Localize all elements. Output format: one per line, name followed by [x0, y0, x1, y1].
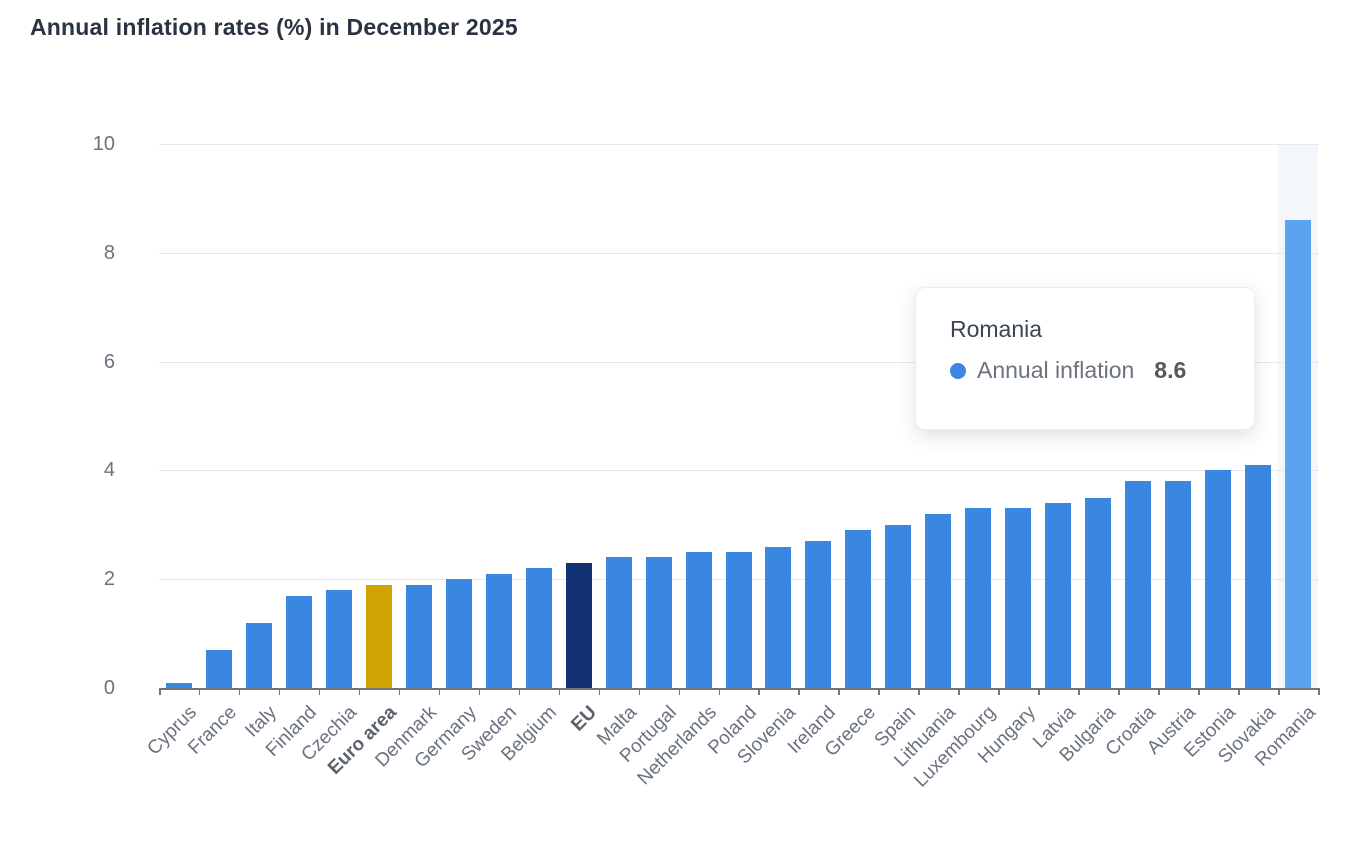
- chart-title: Annual inflation rates (%) in December 2…: [30, 14, 518, 40]
- y-axis-label-0: 0: [103, 677, 115, 699]
- x-axis-tick: [718, 688, 721, 695]
- y-axis-label-2: 2: [103, 568, 115, 591]
- x-axis-tick: [198, 688, 201, 695]
- gridline-y-8: [159, 252, 1318, 254]
- gridline-y-10: [159, 144, 1318, 145]
- x-axis-tick: [1158, 688, 1160, 695]
- x-axis-tick: [318, 688, 321, 695]
- tooltip-series-label: Annual inflation: [977, 357, 1135, 383]
- y-axis-label-10: 10: [92, 133, 115, 155]
- bar-germany[interactable]: [445, 579, 472, 688]
- bar-italy[interactable]: [245, 622, 272, 688]
- bar-belgium[interactable]: [525, 568, 552, 688]
- tooltip-series-value: 8.6: [1154, 357, 1187, 383]
- bar-romania[interactable]: [1285, 220, 1312, 688]
- x-axis-tick: [438, 688, 441, 695]
- bar-austria[interactable]: [1165, 481, 1192, 688]
- x-axis-tick: [798, 688, 800, 695]
- bar-bulgaria[interactable]: [1085, 497, 1112, 688]
- bar-france[interactable]: [205, 649, 232, 688]
- bar-croatia[interactable]: [1125, 481, 1152, 688]
- x-axis-tick: [478, 688, 481, 695]
- x-axis-tick: [1198, 688, 1200, 695]
- series-marker-dot-icon: [950, 362, 966, 379]
- x-axis-tick: [998, 688, 1000, 695]
- x-axis-tick: [398, 688, 401, 695]
- bar-portugal[interactable]: [645, 557, 672, 688]
- x-axis-tick: [598, 688, 601, 695]
- bar-malta[interactable]: [605, 557, 632, 688]
- x-axis-tick: [558, 688, 561, 695]
- x-axis-tick: [358, 688, 361, 695]
- bar-sweden[interactable]: [485, 573, 512, 688]
- x-axis-tick: [1078, 688, 1080, 695]
- x-axis-tick: [1238, 688, 1240, 695]
- x-axis-tick: [878, 688, 880, 695]
- x-axis-tick: [518, 688, 521, 695]
- tooltip-series-row: Annual inflation 8.6: [950, 357, 1234, 384]
- x-axis-line: [159, 688, 1320, 690]
- x-axis-tick: [1278, 688, 1280, 695]
- bar-greece[interactable]: [845, 530, 872, 688]
- bar-czechia[interactable]: [325, 590, 352, 688]
- bar-hungary[interactable]: [1005, 508, 1032, 688]
- x-axis-tick: [958, 688, 960, 695]
- bar-denmark[interactable]: [405, 584, 432, 688]
- bar-lithuania[interactable]: [925, 513, 952, 688]
- x-axis-tick: [238, 688, 241, 695]
- bar-spain[interactable]: [885, 524, 912, 688]
- y-axis-label-6: 6: [103, 350, 115, 373]
- bar-euro-area[interactable]: [365, 584, 392, 688]
- x-axis-tick: [159, 688, 161, 695]
- tooltip-category-name: Romania: [950, 316, 1043, 342]
- y-axis-label-8: 8: [103, 241, 115, 264]
- bar-luxembourg[interactable]: [965, 508, 992, 688]
- x-axis-tick: [918, 688, 920, 695]
- x-axis-tick: [838, 688, 840, 695]
- y-axis-label-4: 4: [103, 459, 115, 482]
- bar-eu[interactable]: [565, 562, 592, 688]
- x-axis-tick: [1118, 688, 1120, 695]
- bar-latvia[interactable]: [1045, 503, 1072, 688]
- bar-ireland[interactable]: [805, 541, 832, 688]
- bar-estonia[interactable]: [1205, 470, 1232, 688]
- gridline-y-4: [159, 470, 1318, 472]
- x-axis-tick: [1038, 688, 1040, 695]
- chart-tooltip: Romania Annual inflation 8.6: [915, 287, 1255, 430]
- bar-slovenia[interactable]: [765, 546, 792, 688]
- x-axis-tick: [1318, 688, 1320, 695]
- bar-poland[interactable]: [725, 552, 752, 688]
- bar-slovakia[interactable]: [1245, 464, 1272, 688]
- gridline-y-6: [159, 361, 1318, 363]
- x-axis-tick: [678, 688, 681, 695]
- bar-netherlands[interactable]: [685, 552, 712, 688]
- bar-cyprus[interactable]: [165, 682, 192, 688]
- bar-finland[interactable]: [285, 595, 312, 688]
- x-axis-tick: [758, 688, 760, 695]
- x-axis-tick: [278, 688, 281, 695]
- x-axis-tick: [638, 688, 641, 695]
